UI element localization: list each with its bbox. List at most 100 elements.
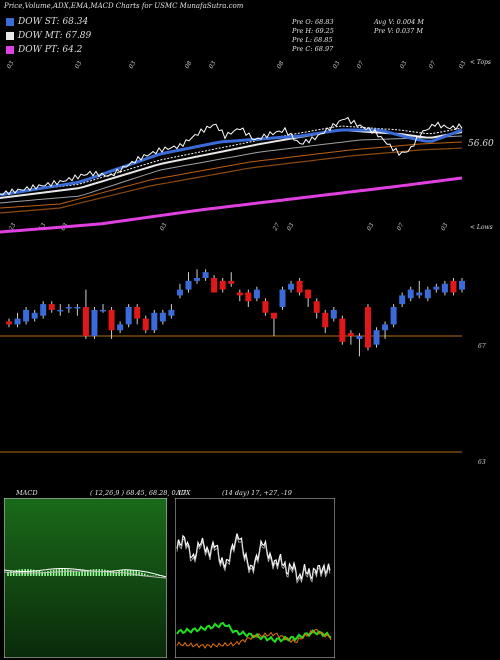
minus-di-line: [176, 628, 332, 649]
candle-body: [6, 321, 12, 325]
candle: [108, 307, 115, 339]
candle: [74, 304, 81, 316]
ema-top-tick: 03: [6, 60, 16, 70]
candle: [245, 289, 252, 307]
legend-label-st: DOW ST: 68.34: [18, 17, 89, 27]
legend-swatch-st: [6, 18, 14, 26]
candle-body: [40, 304, 47, 316]
ema-bottom-tick: 23: [7, 222, 17, 233]
adx-line: [176, 533, 331, 582]
ema-price-label: 56.60: [468, 139, 494, 149]
candle-body: [347, 333, 354, 336]
candle-body: [322, 312, 329, 328]
candle: [305, 289, 312, 307]
adx-label: ADX: [176, 489, 191, 497]
ema-bottom-tick: 03: [366, 222, 376, 232]
dow-pt-line: [0, 176, 463, 234]
candle-body: [288, 283, 295, 290]
candle: [330, 307, 337, 322]
candle: [100, 304, 107, 313]
candle: [134, 304, 141, 325]
ema-bottom-label: < Lows: [470, 224, 493, 231]
candle-body: [407, 289, 414, 299]
candle: [407, 286, 414, 302]
candle-body: [134, 307, 141, 319]
candle-body: [313, 301, 320, 313]
candle-body: [100, 309, 107, 312]
candle: [270, 312, 277, 336]
chart-title: Price,Volume,ADX,EMA,MACD Charts for USM…: [4, 2, 244, 10]
legend-dow-pt: DOW PT: 64.2: [6, 45, 82, 55]
candle-body: [390, 307, 397, 325]
candle-body: [450, 280, 457, 293]
price-levels: 67 63: [0, 335, 486, 466]
legend-dow-mt: DOW MT: 67.89: [6, 31, 91, 41]
candle-body: [142, 318, 149, 331]
candle-body: [219, 280, 226, 290]
candle-body: [176, 289, 183, 296]
candle: [288, 280, 295, 293]
candle-body: [416, 292, 423, 296]
macd-background: [4, 498, 167, 658]
legend-swatch-pt: [6, 46, 14, 54]
legend-label-pt: DOW PT: 64.2: [18, 45, 83, 55]
dow-mt-line-2: [0, 125, 463, 195]
candle: [228, 272, 235, 287]
candle-body: [168, 309, 175, 316]
candles: [6, 269, 465, 357]
candle: [450, 278, 457, 296]
macd-signal-line: [4, 570, 167, 579]
candle: [459, 278, 465, 293]
adx-line-shadow: [176, 536, 331, 584]
macd-label: MACD: [16, 489, 38, 497]
candle: [296, 278, 303, 296]
candle: [253, 286, 260, 302]
candle-body: [117, 324, 124, 331]
candle: [48, 301, 55, 313]
ema-top-tick: 08: [184, 60, 194, 70]
candle: [57, 304, 64, 316]
candle-body: [23, 309, 30, 322]
ema-top-tick: 03: [332, 60, 342, 70]
ema-top-date-ticks: 03 03 03 08 03 08 03 07 03 07 03: [6, 60, 468, 70]
candle: [82, 289, 89, 339]
candle-body: [159, 312, 166, 322]
macd-panel: [4, 498, 167, 658]
dow-mt-line: [0, 129, 463, 199]
ema-panel: 03 03 03 08 03 08 03 07 03 07 03 23 13 03 03 27 03 03 07 0…: [0, 59, 494, 234]
candle-body: [433, 286, 440, 290]
candle-body: [364, 307, 371, 348]
candle: [6, 318, 12, 328]
candle-body: [305, 289, 312, 299]
candle-body: [211, 278, 218, 293]
candle: [433, 283, 440, 293]
candle: [399, 292, 406, 307]
candle: [313, 298, 320, 319]
candle-body: [194, 278, 201, 281]
info-prev-low: Pre L: 68.85: [292, 36, 333, 44]
candle-body: [14, 318, 21, 325]
price-panel: 67 63: [0, 269, 486, 466]
candle: [117, 321, 124, 334]
candle-body: [330, 309, 337, 319]
candle-body: [399, 295, 406, 305]
candle: [40, 301, 47, 319]
candle-body: [279, 289, 286, 307]
candle-body: [91, 309, 98, 336]
candle-body: [424, 289, 431, 299]
candle: [373, 327, 380, 348]
price-line: [0, 116, 463, 196]
candle: [364, 304, 371, 351]
ema-top-tick: 03: [128, 60, 138, 70]
info-prev-volume: Pre V: 0.037 M: [374, 27, 424, 35]
candle: [339, 315, 346, 345]
candle: [23, 307, 30, 325]
candle: [91, 307, 98, 339]
candle-body: [74, 307, 81, 309]
candle: [211, 275, 218, 293]
candle-body: [57, 309, 64, 312]
ema-bottom-tick: 03: [440, 222, 450, 232]
ema-top-tick: 03: [74, 60, 84, 70]
ema-bottom-tick: 07: [396, 222, 406, 232]
ema-top-tick: 08: [276, 60, 286, 70]
